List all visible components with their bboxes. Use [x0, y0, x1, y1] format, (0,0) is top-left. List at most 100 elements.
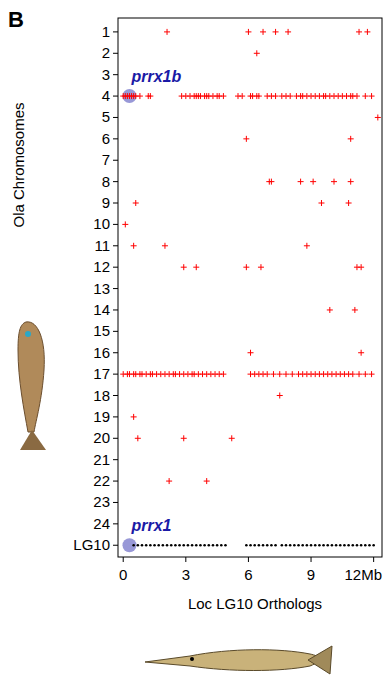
ortholog-marker	[181, 264, 187, 270]
y-tick	[113, 117, 118, 118]
lg10-gene-marker	[187, 544, 190, 547]
y-tick	[113, 416, 118, 417]
ortholog-marker	[229, 435, 235, 441]
y-tick-label: 12	[93, 258, 110, 275]
ortholog-marker	[131, 243, 137, 249]
gene-highlight	[122, 538, 136, 552]
ortholog-marker	[245, 29, 251, 35]
lg10-gene-marker	[132, 544, 135, 547]
marks	[120, 29, 381, 552]
ortholog-marker	[356, 29, 362, 35]
lg10-gene-marker	[157, 544, 160, 547]
y-tick-label: 16	[93, 344, 110, 361]
ortholog-marker	[346, 200, 352, 206]
lg10-gene-marker	[339, 544, 342, 547]
ortholog-marker	[348, 136, 354, 142]
x-tick-label: 9	[307, 566, 315, 583]
lg10-gene-marker	[191, 544, 194, 547]
lg10-gene-marker	[326, 544, 329, 547]
x-tick-label: 12Mb	[344, 566, 382, 583]
y-tick-label: 21	[93, 451, 110, 468]
y-tick-label: 15	[93, 322, 110, 339]
y-tick	[113, 267, 118, 268]
lg10-gene-marker	[322, 544, 325, 547]
y-tick-label: 11	[94, 237, 110, 254]
y-tick	[113, 309, 118, 310]
fish-eye	[25, 331, 31, 337]
ortholog-marker	[164, 29, 170, 35]
y-tick-label: 10	[93, 215, 110, 232]
gar-icon	[145, 646, 332, 674]
y-tick	[113, 245, 118, 246]
lg10-gene-marker	[274, 544, 277, 547]
x-tick-label: 6	[244, 566, 252, 583]
lg10-gene-marker	[266, 544, 269, 547]
lg10-gene-marker	[360, 544, 363, 547]
lg10-gene-marker	[145, 544, 148, 547]
ortholog-marker	[248, 350, 254, 356]
ortholog-marker	[256, 93, 262, 99]
y-tick-label: 20	[93, 429, 110, 446]
lg10-gene-marker	[270, 544, 273, 547]
lg10-gene-marker	[335, 544, 338, 547]
y-tick	[113, 224, 118, 225]
lg10-gene-marker	[285, 544, 288, 547]
ortholog-marker	[369, 371, 375, 377]
lg10-gene-marker	[318, 544, 321, 547]
lg10-gene-marker	[178, 544, 181, 547]
y-tick-label: 24	[93, 515, 110, 532]
lg10-gene-marker	[306, 544, 309, 547]
y-tick-label: 7	[102, 151, 110, 168]
ortholog-marker	[135, 435, 141, 441]
lg10-gene-marker	[141, 544, 144, 547]
lg10-gene-marker	[310, 544, 313, 547]
lg10-gene-marker	[297, 544, 300, 547]
lg10-gene-marker	[224, 544, 227, 547]
ortholog-marker	[273, 93, 279, 99]
lg10-gene-marker	[262, 544, 265, 547]
ortholog-marker	[289, 371, 295, 377]
lg10-gene-marker	[301, 544, 304, 547]
ortholog-marker	[181, 435, 187, 441]
x-tick	[373, 557, 374, 562]
ortholog-marker	[273, 29, 279, 35]
lg10-gene-marker	[199, 544, 202, 547]
y-tick-label: 4	[102, 87, 110, 104]
y-tick	[113, 523, 118, 524]
ortholog-marker	[304, 243, 310, 249]
plot-frame	[118, 18, 382, 557]
x-tick	[248, 557, 249, 562]
lg10-gene-marker	[347, 544, 350, 547]
lg10-gene-marker	[170, 544, 173, 547]
ortholog-marker	[243, 136, 249, 142]
y-tick-label: 1	[102, 23, 110, 40]
y-tick-label: 8	[102, 173, 110, 190]
lg10-gene-marker	[281, 544, 284, 547]
ortholog-marker	[270, 371, 276, 377]
lg10-gene-marker	[258, 544, 261, 547]
y-tick	[113, 203, 118, 204]
y-tick	[113, 374, 118, 375]
lg10-gene-marker	[368, 544, 371, 547]
lg10-gene-marker	[207, 544, 210, 547]
lg10-gene-marker	[174, 544, 177, 547]
ortholog-marker	[220, 371, 226, 377]
y-tick-label: 5	[102, 108, 110, 125]
y-tick-label: 19	[93, 408, 110, 425]
ortholog-marker	[375, 114, 381, 120]
ortholog-marker	[204, 478, 210, 484]
ortholog-marker	[356, 371, 362, 377]
fish-tail	[308, 646, 332, 674]
ortholog-marker	[166, 478, 172, 484]
ortholog-marker	[131, 414, 137, 420]
lg10-gene-marker	[331, 544, 334, 547]
ortholog-marker	[122, 221, 128, 227]
y-tick	[113, 138, 118, 139]
x-tick	[123, 557, 124, 562]
lg10-gene-marker	[153, 544, 156, 547]
y-tick-label: 13	[93, 280, 110, 297]
lg10-gene-marker	[212, 544, 215, 547]
lg10-gene-marker	[249, 544, 252, 547]
y-tick	[113, 502, 118, 503]
ortholog-marker	[358, 264, 364, 270]
